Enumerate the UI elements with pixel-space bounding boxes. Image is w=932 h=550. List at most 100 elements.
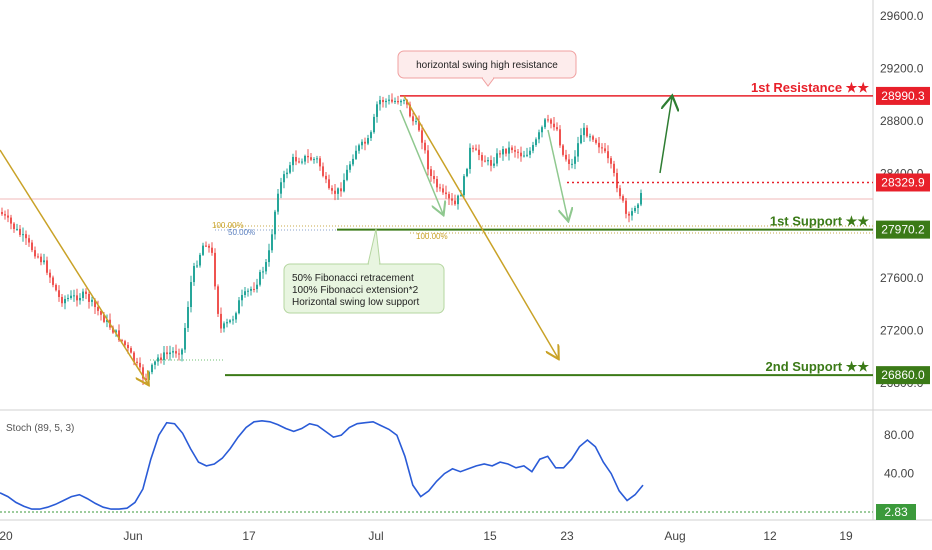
x-tick-label: Jun (123, 529, 142, 543)
candle-body (193, 266, 195, 283)
candle-body (157, 357, 159, 362)
candle-body (61, 296, 63, 304)
support-note-line-3: Horizontal swing low support (292, 297, 420, 308)
candle-body (310, 157, 312, 160)
candle-body (496, 153, 498, 164)
candle-body (544, 119, 546, 128)
candle-body (553, 123, 555, 128)
svg-text:27970.2: 27970.2 (881, 223, 925, 237)
candle-body (418, 121, 420, 131)
candle-body (199, 254, 201, 266)
candle-body (316, 158, 318, 160)
candle-body (94, 299, 96, 308)
candle-body (592, 136, 594, 140)
candle-body (625, 200, 627, 214)
candle-body (547, 119, 549, 121)
candle-body (292, 156, 294, 166)
candle-body (133, 352, 135, 362)
candle-body (634, 207, 636, 212)
candle-body (388, 99, 390, 101)
y-tick-label: 29200.0 (880, 61, 924, 75)
svg-text:28329.9: 28329.9 (881, 175, 925, 189)
candle-body (337, 188, 339, 194)
candle-body (52, 277, 54, 285)
resistance-1-label: 1st Resistance ★★ (751, 80, 869, 95)
candle-body (328, 179, 330, 189)
candle-body (127, 344, 129, 349)
candle-body (31, 242, 33, 251)
svg-text:28990.3: 28990.3 (881, 89, 925, 103)
candle-body (118, 330, 120, 341)
candle-body (130, 348, 132, 353)
candle-body (400, 100, 402, 103)
svg-text:26860.0: 26860.0 (881, 368, 925, 382)
indicator-tag: 2.83 (876, 504, 916, 520)
y-tick-label: 27600.0 (880, 271, 924, 285)
candle-body (421, 130, 423, 143)
candle-body (391, 99, 393, 102)
candle-body (166, 352, 168, 355)
candle-body (298, 161, 300, 163)
candle-body (364, 141, 366, 144)
x-tick-label: 12 (763, 529, 777, 543)
candle-body (100, 310, 102, 315)
candle-body (190, 282, 192, 308)
candle-body (325, 175, 327, 180)
candle-body (628, 213, 630, 216)
candle-body (508, 147, 510, 154)
light-green-arrow-2 (547, 129, 568, 220)
candle-body (115, 330, 117, 333)
candle-body (139, 362, 141, 368)
candle-body (619, 188, 621, 197)
candle-body (250, 288, 252, 291)
candle-body (43, 260, 45, 263)
candle-body (55, 284, 57, 291)
x-tick-label: 23 (560, 529, 574, 543)
candle-body (106, 319, 108, 322)
candle-body (154, 361, 156, 365)
candle-body (34, 250, 36, 257)
support-2-label: 2nd Support ★★ (766, 359, 870, 374)
candle-body (196, 265, 198, 267)
candle-body (382, 99, 384, 103)
candle-body (208, 245, 210, 248)
candle-body (217, 286, 219, 314)
candle-body (412, 116, 414, 122)
candle-body (229, 320, 231, 323)
candle-body (97, 307, 99, 311)
candle-body (385, 100, 387, 103)
candle-body (571, 163, 573, 165)
candle-body (214, 252, 216, 287)
x-tick-label: 19 (839, 529, 853, 543)
candle-body (427, 150, 429, 170)
candle-body (577, 143, 579, 157)
candle-body (562, 145, 564, 155)
candle-body (253, 288, 255, 290)
candle-body (346, 169, 348, 180)
candle-body (1, 212, 3, 215)
candle-body (175, 351, 177, 354)
candle-body (241, 295, 243, 301)
candle-body (19, 228, 21, 235)
candle-body (4, 214, 6, 216)
candle-body (565, 154, 567, 160)
candle-body (580, 135, 582, 144)
y-tick-label: 28800.0 (880, 114, 924, 128)
candle-body (46, 260, 48, 273)
candle-body (235, 313, 237, 320)
candle-body (598, 142, 600, 148)
candle-body (268, 250, 270, 263)
candle-body (172, 351, 174, 353)
candle-body (514, 150, 516, 152)
candle-body (370, 132, 372, 139)
gold-arrow-left (0, 149, 148, 384)
candle-body (256, 284, 258, 290)
candle-body (373, 116, 375, 133)
candle-body (394, 100, 396, 102)
dark-green-arrow-up (659, 97, 672, 174)
candle-body (82, 291, 84, 298)
candle-body (103, 314, 105, 322)
candle-body (352, 158, 354, 165)
candle-body (505, 148, 507, 154)
